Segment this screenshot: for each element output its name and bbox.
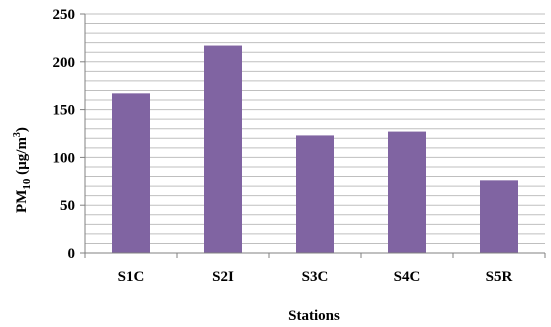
y-axis-title-unit: (µg/m	[14, 137, 30, 179]
y-tick-label: 250	[53, 7, 76, 23]
y-axis-title-subscript: 10	[21, 178, 33, 190]
y-tick-label: 100	[53, 150, 76, 166]
y-tick-label: 0	[68, 246, 76, 262]
bar-s3c	[296, 135, 334, 253]
y-axis-title-superscript: 3	[12, 132, 23, 137]
x-axis-title: Stations	[288, 308, 340, 324]
y-axis-title-main: PM	[14, 190, 30, 213]
y-tick-label: 150	[53, 103, 76, 119]
y-axis-title: PM10 (µg/m3)	[12, 127, 33, 213]
x-tick-label: S3C	[302, 269, 329, 285]
x-tick-label: S1C	[118, 269, 145, 285]
y-tick-label: 200	[53, 55, 76, 71]
bar-s5r	[480, 180, 518, 253]
x-tick-labels: S1C S2I S3C S4C S5R	[118, 253, 546, 285]
gridlines	[85, 13, 545, 244]
y-tick-label: 50	[60, 198, 75, 214]
x-tick-label: S5R	[486, 269, 513, 285]
bar-s4c	[388, 131, 426, 253]
y-axis-title-unit-close: )	[14, 127, 30, 132]
bar-s2i	[204, 45, 242, 253]
bar-s1c	[112, 93, 150, 254]
bars	[112, 45, 518, 254]
x-tick-label: S2I	[212, 269, 234, 285]
x-tick-label: S4C	[394, 269, 421, 285]
y-tick-labels: 0 50 100 150 200 250	[53, 7, 85, 262]
